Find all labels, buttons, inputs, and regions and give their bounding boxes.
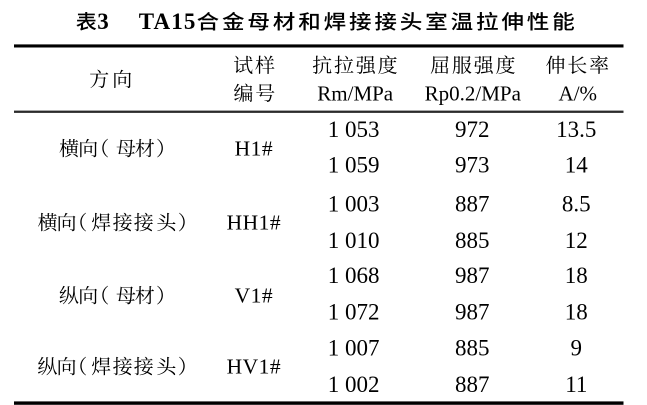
- svg-text:18: 18: [565, 299, 588, 324]
- svg-text:Rp0.2/MPa: Rp0.2/MPa: [425, 81, 522, 105]
- svg-text:A/%: A/%: [559, 81, 598, 105]
- svg-text:987: 987: [455, 299, 490, 324]
- svg-text:1 002: 1 002: [328, 372, 380, 397]
- svg-text:887: 887: [455, 191, 490, 216]
- svg-text:1 068: 1 068: [328, 263, 380, 288]
- svg-text:887: 887: [455, 372, 490, 397]
- svg-text:885: 885: [455, 335, 490, 360]
- svg-text:TA15: TA15: [139, 9, 197, 34]
- svg-text:1 010: 1 010: [328, 228, 380, 253]
- svg-text:1 072: 1 072: [328, 299, 380, 324]
- svg-text:885: 885: [455, 228, 490, 253]
- svg-text:1 053: 1 053: [328, 117, 380, 142]
- svg-text:8.5: 8.5: [562, 191, 591, 216]
- svg-text:1 007: 1 007: [328, 335, 380, 360]
- svg-text:HV1#: HV1#: [227, 355, 282, 379]
- svg-text:18: 18: [565, 263, 588, 288]
- svg-text:9: 9: [571, 335, 583, 360]
- svg-text:14: 14: [565, 153, 589, 178]
- svg-text:H1#: H1#: [235, 137, 274, 161]
- svg-text:Rm/MPa: Rm/MPa: [317, 81, 394, 105]
- svg-text:12: 12: [565, 228, 588, 253]
- svg-text:1 059: 1 059: [328, 153, 380, 178]
- svg-text:1 003: 1 003: [328, 191, 380, 216]
- svg-text:HH1#: HH1#: [227, 211, 282, 235]
- svg-text:987: 987: [455, 263, 490, 288]
- svg-text:3: 3: [97, 9, 109, 34]
- svg-text:V1#: V1#: [235, 284, 274, 308]
- svg-text:11: 11: [565, 372, 587, 397]
- svg-text:973: 973: [455, 153, 490, 178]
- svg-text:972: 972: [455, 117, 490, 142]
- svg-text:13.5: 13.5: [556, 117, 596, 142]
